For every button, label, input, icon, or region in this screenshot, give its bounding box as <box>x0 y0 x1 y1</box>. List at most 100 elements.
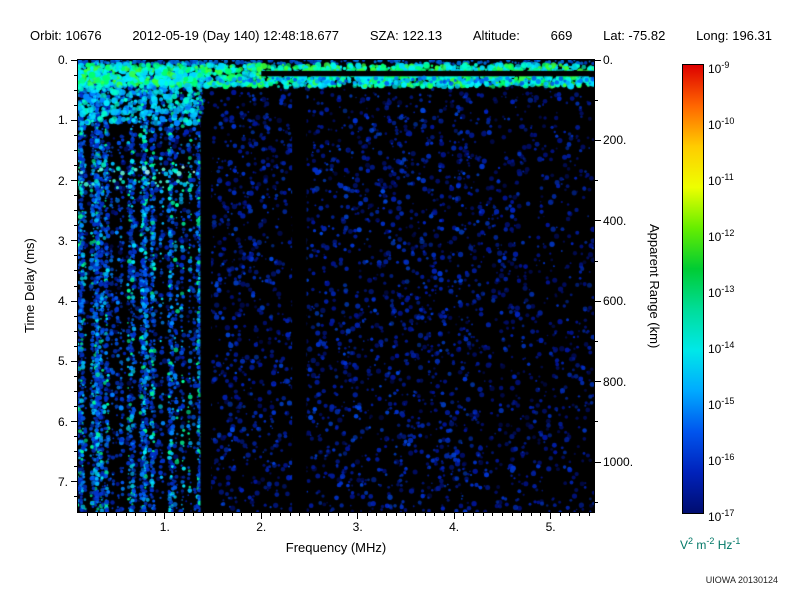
sza-value: SZA: 122.13 <box>369 28 443 43</box>
y-axis-tick-label: 3. <box>57 233 68 248</box>
x-axis-tick <box>164 512 166 519</box>
x-axis-minor-tick <box>96 512 98 516</box>
x-axis-minor-tick <box>376 512 378 516</box>
right-axis-minor-tick <box>594 99 598 101</box>
y-axis-minor-tick <box>74 255 78 257</box>
y-axis-minor-tick <box>74 89 78 91</box>
x-axis-minor-tick <box>145 512 146 516</box>
right-axis-minor-tick <box>594 501 598 503</box>
x-axis-minor-tick <box>318 512 320 516</box>
y-axis-minor-tick <box>74 451 78 453</box>
y-axis-label-left: Time Delay (ms) <box>22 238 37 334</box>
x-axis-minor-tick <box>395 512 397 516</box>
x-axis-minor-tick <box>366 512 368 516</box>
y-axis-tick-label: 1. <box>57 113 68 128</box>
right-axis-tick-label: 600. <box>603 294 627 309</box>
x-axis-minor-tick <box>472 512 474 516</box>
x-axis-minor-tick <box>270 512 272 516</box>
right-axis-tick <box>594 300 601 302</box>
orbit-value: Orbit: 10676 <box>30 28 102 43</box>
colorbar-tick-label: 10-17 <box>708 508 735 524</box>
x-axis-tick-label: 5. <box>545 520 556 534</box>
altitude-value: 669 <box>550 28 573 43</box>
colorbar-tick-label: 10-14 <box>708 340 735 356</box>
credit-text: UIOWA 20130124 <box>705 575 778 585</box>
y-axis-tick-label: 4. <box>57 294 68 309</box>
y-axis-minor-tick <box>74 375 78 377</box>
x-axis-tick-label: 3. <box>352 520 363 534</box>
x-axis-minor-tick <box>116 512 118 516</box>
y-axis-minor-tick <box>74 225 78 227</box>
colorbar-tick-label: 10-13 <box>708 284 735 300</box>
y-axis-minor-tick <box>74 345 78 347</box>
x-axis-minor-tick <box>241 512 243 516</box>
y-axis-minor-tick <box>74 134 78 136</box>
x-axis-minor-tick <box>569 512 571 516</box>
right-axis-tick <box>594 139 601 141</box>
x-axis-minor-tick <box>135 512 137 516</box>
x-axis-minor-tick <box>308 512 310 516</box>
x-axis-label: Frequency (MHz) <box>285 540 387 555</box>
x-axis-minor-tick <box>463 512 465 516</box>
y-axis-tick <box>71 421 78 423</box>
x-axis-minor-tick <box>193 512 195 516</box>
x-axis-tick <box>260 512 262 519</box>
x-axis-minor-tick <box>251 512 253 516</box>
x-axis-minor-tick <box>106 512 108 516</box>
spectrogram-plot <box>77 59 595 513</box>
long-value: Long: 196.31 <box>696 28 772 43</box>
x-axis-minor-tick <box>202 512 204 516</box>
right-axis-minor-tick <box>594 340 598 342</box>
x-axis-minor-tick <box>328 512 330 516</box>
x-axis-minor-tick <box>588 512 590 516</box>
right-axis-tick <box>594 220 601 222</box>
x-axis-minor-tick <box>444 512 445 516</box>
right-axis-minor-tick <box>594 260 598 262</box>
x-axis-minor-tick <box>125 512 127 516</box>
x-axis-minor-tick <box>87 512 89 516</box>
right-axis-tick-label: 400. <box>603 213 627 228</box>
x-axis-tick <box>357 512 359 519</box>
right-axis-minor-tick <box>594 180 598 182</box>
x-axis-minor-tick <box>299 512 301 516</box>
y-axis-tick-label: 5. <box>57 354 68 369</box>
y-axis-tick <box>71 119 78 121</box>
x-axis-minor-tick <box>386 512 388 516</box>
colorbar <box>682 64 704 514</box>
y-axis-label-right: Apparent Range (km) <box>647 223 662 349</box>
x-axis-minor-tick <box>183 512 185 516</box>
x-axis-minor-tick <box>289 512 291 516</box>
colorbar-units-label: V2 m-2 Hz-1 <box>680 536 741 552</box>
right-axis-tick-label: 800. <box>603 374 627 389</box>
x-axis-minor-tick <box>212 512 214 516</box>
y-axis-minor-tick <box>74 406 78 408</box>
y-axis-minor-tick <box>74 330 78 332</box>
x-axis-minor-tick <box>501 512 503 516</box>
x-axis-minor-tick <box>173 512 175 516</box>
colorbar-tick-label: 10-10 <box>708 116 735 132</box>
y-axis-minor-tick <box>74 270 78 272</box>
x-axis-tick-label: 1. <box>159 520 170 534</box>
header-info: Orbit: 10676 2012-05-19 (Day 140) 12:48:… <box>30 28 772 43</box>
y-axis-minor-tick <box>74 210 78 212</box>
altitude-label: Altitude: <box>472 28 520 43</box>
y-axis-tick-label: 2. <box>57 173 68 188</box>
colorbar-tick-label: 10-12 <box>708 228 735 244</box>
x-axis-minor-tick <box>280 512 282 516</box>
x-axis-minor-tick <box>530 512 532 516</box>
x-axis-minor-tick <box>154 512 156 516</box>
x-axis-minor-tick <box>231 512 233 516</box>
x-axis-minor-tick <box>482 512 484 516</box>
colorbar-tick-label: 10-16 <box>708 452 735 468</box>
x-axis-minor-tick <box>415 512 417 516</box>
y-axis-tick-label: 7. <box>57 474 68 489</box>
x-axis-minor-tick <box>521 512 523 516</box>
y-axis-minor-tick <box>74 285 78 287</box>
x-axis-minor-tick <box>347 512 349 516</box>
right-axis-tick <box>594 461 601 463</box>
x-axis-tick-label: 4. <box>449 520 460 534</box>
x-axis-minor-tick <box>337 512 339 516</box>
y-axis-minor-tick <box>74 466 78 468</box>
right-axis-tick <box>594 59 601 61</box>
